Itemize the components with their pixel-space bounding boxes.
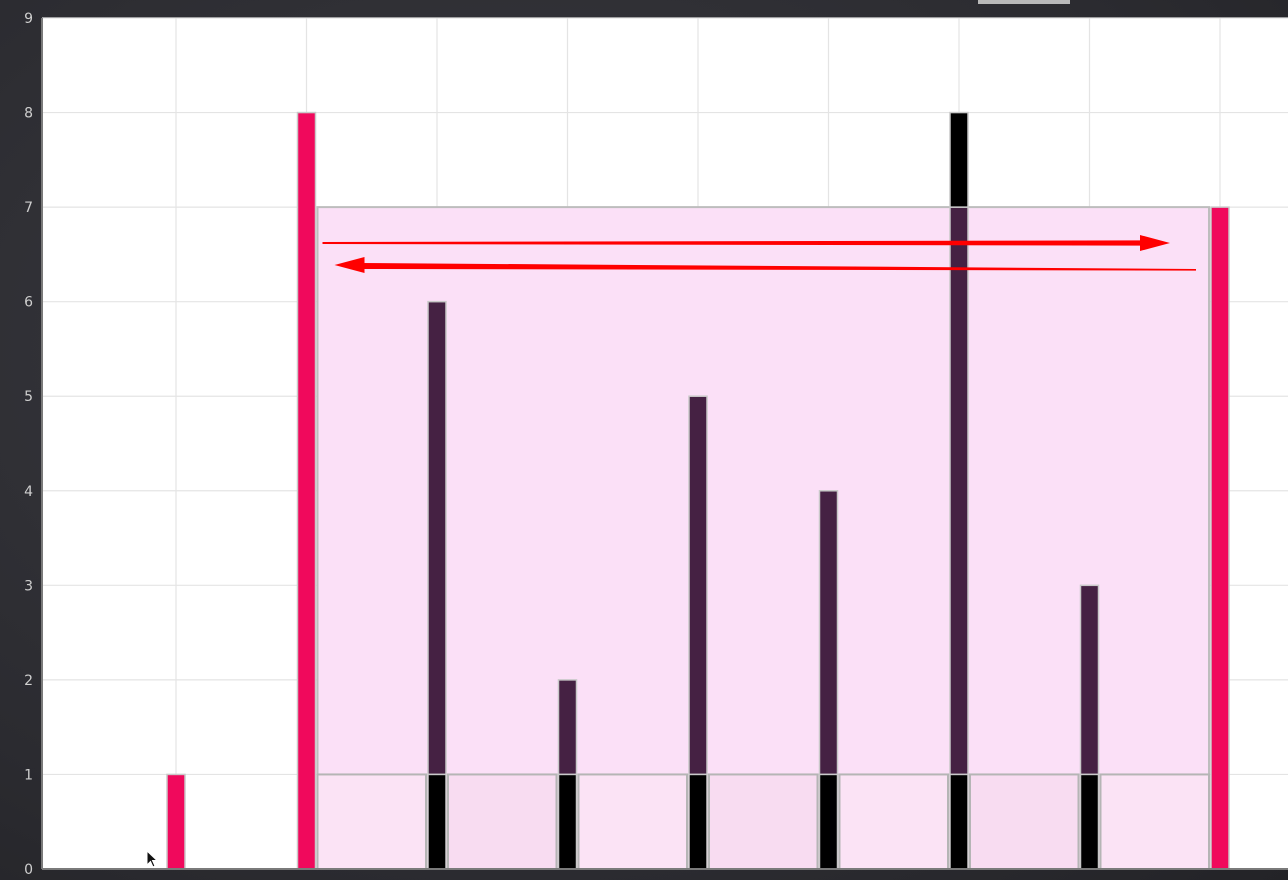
mouse-cursor-icon: [146, 850, 159, 868]
bar-1: [296, 111, 317, 870]
bar-base-segment-4: [688, 773, 708, 870]
arrow-left-head: [334, 257, 365, 273]
bar-6: [949, 206, 969, 776]
y-tick-label-6: 6: [24, 295, 33, 311]
base-band-cell: [969, 773, 1080, 871]
y-tick-label-4: 4: [24, 484, 33, 500]
y-tick-label-2: 2: [24, 673, 33, 689]
bar-base-segment-5: [818, 773, 839, 870]
bar-2: [427, 300, 447, 776]
bar-3: [557, 679, 578, 776]
bar-5: [818, 490, 839, 776]
bar-base-segment-2: [427, 773, 447, 870]
bar-base-segment-7: [1079, 773, 1100, 870]
y-tick-label-0: 0: [24, 862, 33, 878]
base-band-cell: [577, 773, 688, 871]
y-tick-label-1: 1: [24, 767, 33, 783]
base-band-cell: [447, 773, 558, 871]
y-tick-label-8: 8: [24, 106, 33, 122]
y-tick-label-7: 7: [24, 200, 33, 216]
y-tick-label-9: 9: [24, 11, 33, 27]
bar-7: [1079, 584, 1100, 776]
base-band-cell: [1099, 773, 1210, 871]
arrow-left-shaft: [360, 263, 1196, 271]
bar-base-segment-3: [557, 773, 578, 870]
y-tick-label-3: 3: [24, 578, 33, 594]
water-area: [316, 206, 1210, 871]
base-band-cell: [316, 773, 427, 871]
bar-0: [166, 773, 186, 870]
arrow-right-head: [1140, 235, 1170, 251]
y-tick-label-5: 5: [24, 389, 33, 405]
base-band-cell: [708, 773, 819, 871]
arrow-right-shaft: [322, 240, 1144, 246]
bar-4: [688, 395, 708, 776]
base-band-cell: [838, 773, 949, 871]
bar-base-segment-6: [949, 773, 969, 870]
window-tab-indicator: [978, 0, 1070, 4]
bar-top-segment-6: [949, 111, 969, 208]
bar-8: [1210, 206, 1230, 870]
